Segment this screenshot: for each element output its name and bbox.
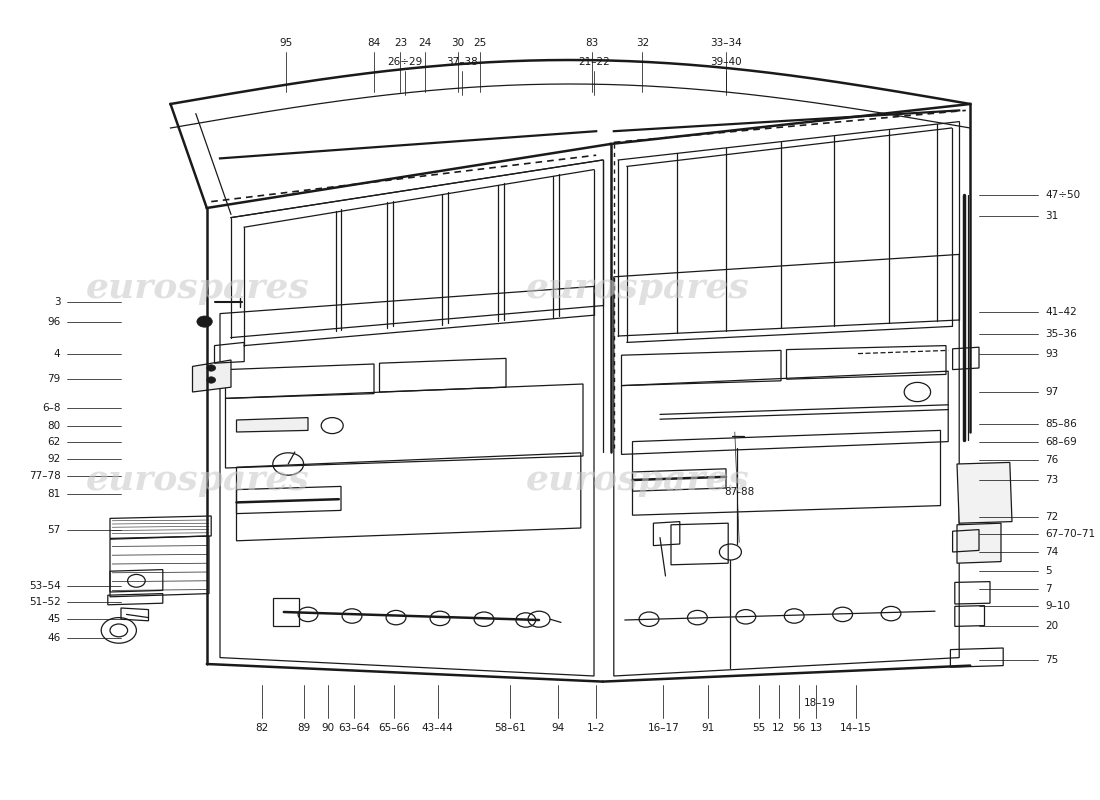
Circle shape xyxy=(207,377,216,383)
Text: 39–40: 39–40 xyxy=(711,57,741,67)
Text: 57: 57 xyxy=(47,525,60,534)
Text: eurospares: eurospares xyxy=(86,463,310,497)
Text: 35–36: 35–36 xyxy=(1045,330,1077,339)
Text: 4: 4 xyxy=(54,349,60,358)
Text: 5: 5 xyxy=(1045,566,1052,576)
Text: 45: 45 xyxy=(47,614,60,624)
Text: 93: 93 xyxy=(1045,349,1058,358)
Text: 91: 91 xyxy=(702,723,715,733)
Text: 95: 95 xyxy=(279,38,293,48)
Text: 65–66: 65–66 xyxy=(378,723,409,733)
Text: 37–38: 37–38 xyxy=(447,57,477,67)
Text: 80: 80 xyxy=(47,421,60,430)
Text: 92: 92 xyxy=(47,454,60,464)
Polygon shape xyxy=(192,360,231,392)
Text: 79: 79 xyxy=(47,374,60,384)
Text: 62: 62 xyxy=(47,437,60,446)
Text: 25: 25 xyxy=(473,38,486,48)
Circle shape xyxy=(197,316,212,327)
Text: 73: 73 xyxy=(1045,475,1058,485)
Text: 51–52: 51–52 xyxy=(29,597,60,606)
Text: 21–22: 21–22 xyxy=(579,57,609,67)
Text: 3: 3 xyxy=(54,298,60,307)
Text: 16–17: 16–17 xyxy=(648,723,679,733)
Text: 56: 56 xyxy=(792,723,805,733)
Text: 96: 96 xyxy=(47,317,60,326)
Text: 20: 20 xyxy=(1045,621,1058,630)
Text: 74: 74 xyxy=(1045,547,1058,557)
Text: 47÷50: 47÷50 xyxy=(1045,190,1080,200)
Text: 75: 75 xyxy=(1045,655,1058,665)
Polygon shape xyxy=(957,523,1001,563)
Text: 85–86: 85–86 xyxy=(1045,419,1077,429)
Text: 82: 82 xyxy=(255,723,268,733)
Text: 33–34: 33–34 xyxy=(711,38,741,48)
Text: 46: 46 xyxy=(47,634,60,643)
Text: 67–70–71: 67–70–71 xyxy=(1045,530,1096,539)
Text: 53–54: 53–54 xyxy=(29,581,60,590)
Text: 83: 83 xyxy=(585,38,598,48)
Text: eurospares: eurospares xyxy=(526,463,750,497)
Text: 26÷29: 26÷29 xyxy=(387,57,422,67)
Text: 30: 30 xyxy=(451,38,464,48)
Text: 7: 7 xyxy=(1045,584,1052,594)
Text: 24: 24 xyxy=(418,38,431,48)
Text: 90: 90 xyxy=(321,723,334,733)
Text: eurospares: eurospares xyxy=(86,271,310,305)
Text: 23: 23 xyxy=(394,38,407,48)
Polygon shape xyxy=(236,418,308,432)
Text: 18–19: 18–19 xyxy=(804,698,835,708)
Text: 94: 94 xyxy=(551,723,564,733)
Polygon shape xyxy=(957,462,1012,523)
Text: 68–69: 68–69 xyxy=(1045,437,1077,446)
Text: 58–61: 58–61 xyxy=(495,723,526,733)
Text: 43–44: 43–44 xyxy=(422,723,453,733)
Text: eurospares: eurospares xyxy=(526,271,750,305)
Text: 81: 81 xyxy=(47,489,60,498)
Text: 9–10: 9–10 xyxy=(1045,602,1070,611)
Text: 31: 31 xyxy=(1045,211,1058,221)
Text: 55: 55 xyxy=(752,723,766,733)
Text: 97: 97 xyxy=(1045,387,1058,397)
Text: 13: 13 xyxy=(810,723,823,733)
Text: 89: 89 xyxy=(297,723,310,733)
Text: 87-88: 87-88 xyxy=(724,487,755,497)
Text: 32: 32 xyxy=(636,38,649,48)
Text: 12: 12 xyxy=(772,723,785,733)
Text: 77–78: 77–78 xyxy=(29,471,60,481)
Circle shape xyxy=(207,365,216,371)
Text: 84: 84 xyxy=(367,38,381,48)
Text: 63–64: 63–64 xyxy=(339,723,370,733)
Text: 1–2: 1–2 xyxy=(587,723,605,733)
Text: 6–8: 6–8 xyxy=(42,403,60,413)
Text: 72: 72 xyxy=(1045,512,1058,522)
Text: 14–15: 14–15 xyxy=(840,723,871,733)
Text: 76: 76 xyxy=(1045,455,1058,465)
Text: 41–42: 41–42 xyxy=(1045,307,1077,317)
